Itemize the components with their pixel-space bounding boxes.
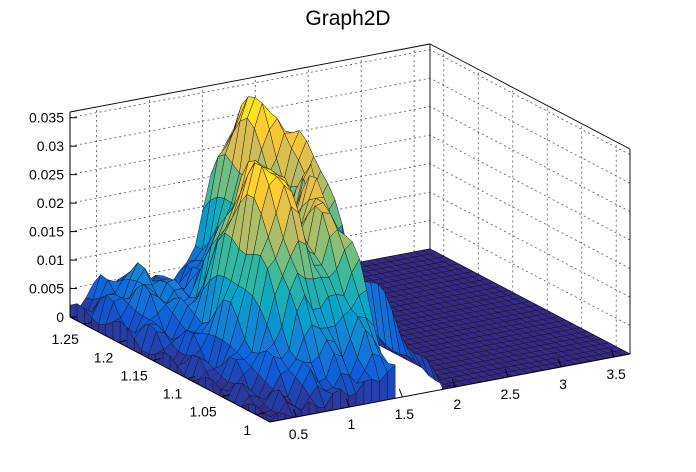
z-tick-label: 0 <box>56 309 64 325</box>
y-tick-label: 1.25 <box>52 331 79 347</box>
x-tick-label: 2 <box>453 396 461 412</box>
x-tick <box>293 408 297 418</box>
chart-title: Graph2D <box>305 7 390 30</box>
surface-skirt <box>348 393 357 408</box>
z-tick-label: 0.02 <box>37 195 64 211</box>
box-edge <box>429 43 631 150</box>
x-tick <box>504 368 509 378</box>
y-tick <box>221 394 230 398</box>
x-tick <box>557 358 562 368</box>
x-axis <box>269 353 631 423</box>
z-gridline <box>69 77 631 184</box>
axes: 0 0.005 0.01 0.015 0.02 0.025 0.03 0.035 1 1.05 1.… <box>29 110 631 442</box>
x-tick <box>451 378 456 388</box>
y-tick-label: 1.05 <box>189 404 216 420</box>
y-tick <box>118 339 127 343</box>
y-axis <box>69 316 271 423</box>
surface-skirt <box>363 378 372 405</box>
x-tick <box>610 348 615 358</box>
x-tick-label: 1 <box>348 416 356 432</box>
z-tick-label: 0.035 <box>29 110 64 126</box>
z-gridline <box>69 134 631 241</box>
z-tick-label: 0.03 <box>37 138 64 154</box>
surface-mesh <box>69 96 631 423</box>
y-tick-label: 1 <box>243 422 251 438</box>
y-tick <box>187 376 196 380</box>
surface-skirt <box>148 353 156 363</box>
z-tick-label: 0.005 <box>29 281 64 297</box>
box-edge <box>69 43 431 113</box>
y-tick <box>152 357 161 361</box>
y-tick-label: 1.1 <box>163 386 183 402</box>
x-tick-label: 0.5 <box>289 426 309 442</box>
back-walls-grid <box>69 43 631 355</box>
z-tick-label: 0.025 <box>29 167 64 183</box>
z-tick-label: 0.01 <box>37 252 64 268</box>
z-gridline <box>69 49 631 156</box>
x-tick <box>398 388 403 398</box>
surface-skirt <box>69 303 78 322</box>
x-tick-label: 1.5 <box>395 406 415 422</box>
x-tick <box>345 398 350 408</box>
y-tick <box>256 412 265 416</box>
x-tick-label: 3 <box>559 376 567 392</box>
z-tick-label: 0.015 <box>29 224 64 240</box>
y-tick-label: 1.15 <box>121 367 148 383</box>
y-tick <box>83 321 92 325</box>
x-tick-label: 2.5 <box>501 386 521 402</box>
x-tick-label: 3.5 <box>606 366 626 382</box>
z-gridline <box>69 106 631 212</box>
y-tick-label: 1.2 <box>94 349 114 365</box>
surface-skirt <box>371 378 380 404</box>
